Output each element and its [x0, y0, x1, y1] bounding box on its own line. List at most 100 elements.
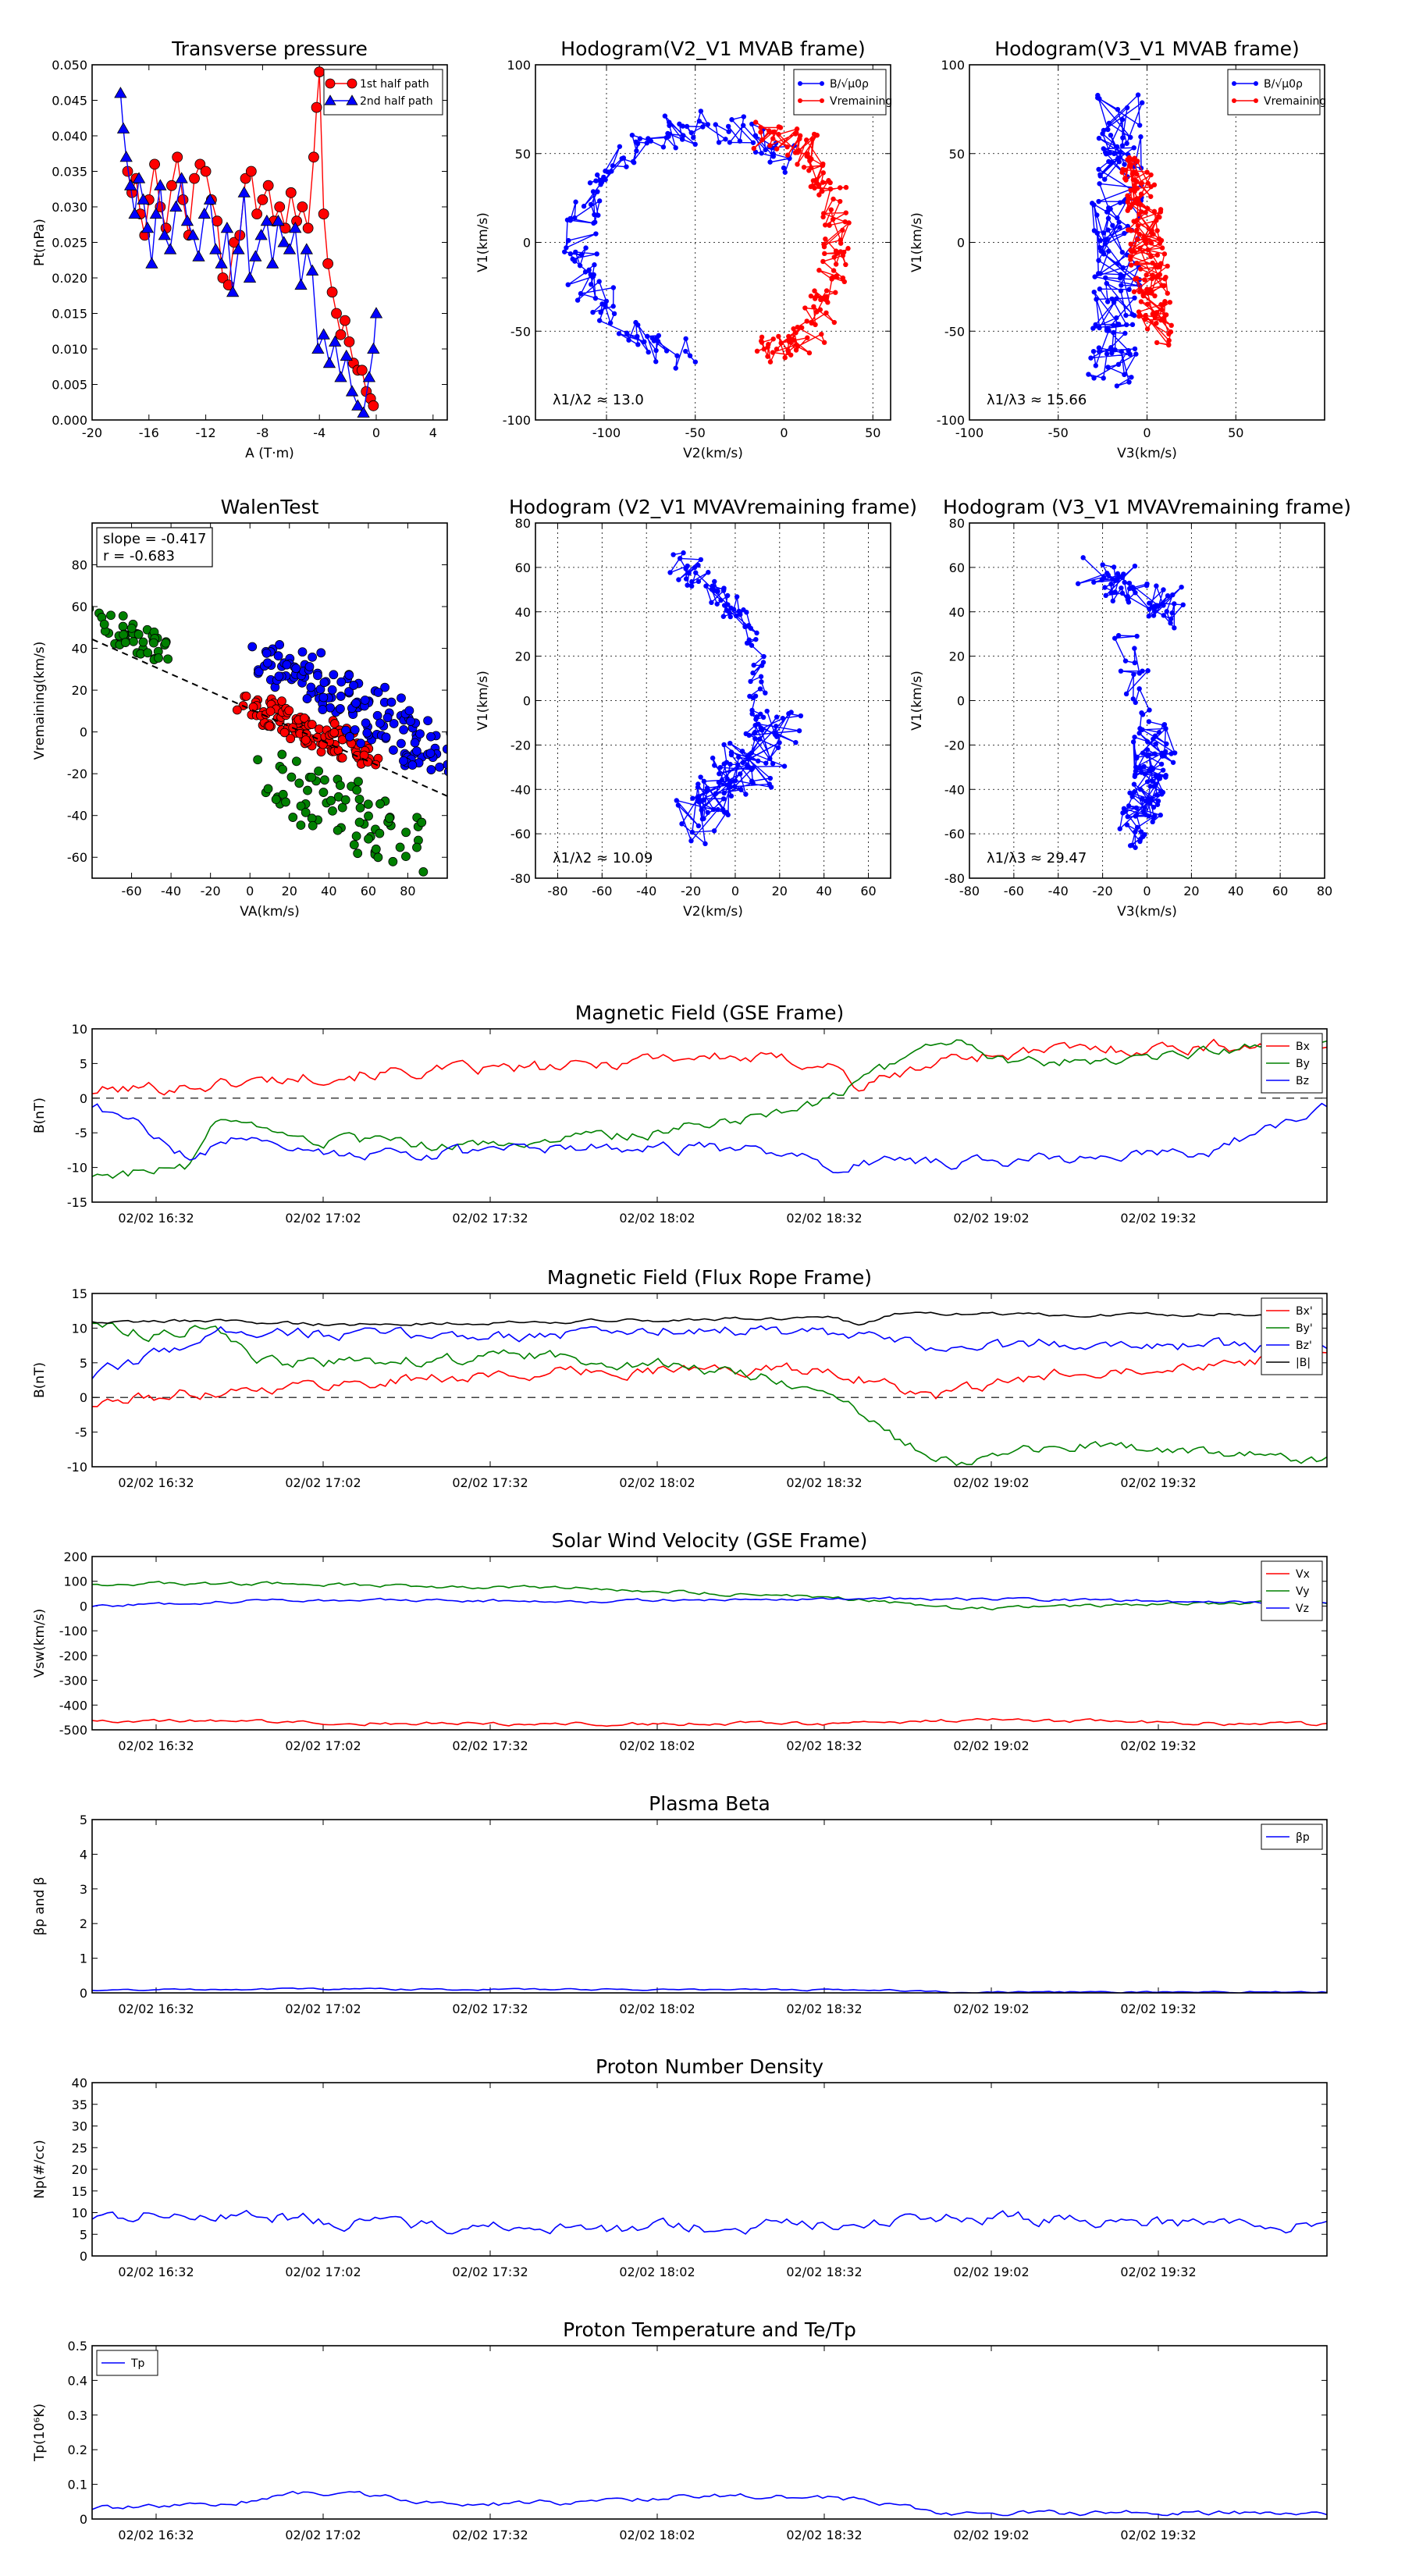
data-point — [737, 610, 743, 616]
data-point — [318, 208, 329, 220]
data-point — [662, 113, 668, 119]
data-point — [286, 734, 296, 744]
data-point — [1127, 254, 1133, 259]
data-point — [1128, 262, 1134, 268]
data-point — [780, 715, 786, 721]
x-tick-label: 02/02 19:32 — [1120, 1475, 1196, 1490]
y-tick-label: 0.4 — [68, 2373, 87, 2388]
data-point — [1134, 824, 1140, 831]
data-point — [675, 802, 681, 808]
data-point — [262, 658, 272, 668]
data-point — [443, 767, 447, 777]
data-point — [761, 653, 767, 660]
data-point — [1102, 241, 1108, 247]
x-tick-label: -4 — [313, 425, 325, 440]
y-tick-label: 20 — [515, 649, 531, 664]
data-point — [1115, 261, 1120, 266]
series-line — [92, 1102, 1327, 1174]
data-point — [1131, 789, 1137, 795]
data-point — [126, 623, 137, 633]
data-point — [1075, 581, 1081, 586]
data-point — [677, 121, 682, 127]
data-point — [679, 821, 685, 827]
data-point — [116, 122, 130, 133]
data-point — [572, 215, 578, 221]
data-point — [1102, 150, 1108, 155]
x-tick-label: 02/02 17:02 — [285, 1211, 361, 1226]
data-point — [695, 578, 702, 585]
y-tick-label: -60 — [944, 827, 965, 841]
data-point — [752, 722, 758, 728]
data-point — [842, 219, 848, 225]
legend-label: By — [1296, 1058, 1310, 1070]
data-point — [1133, 590, 1138, 596]
data-point — [360, 696, 370, 705]
data-point — [667, 123, 672, 129]
data-point — [1170, 760, 1176, 765]
data-point — [1110, 576, 1115, 582]
data-point — [291, 664, 301, 674]
data-point — [1106, 120, 1112, 126]
chart-title: Hodogram(V2_V1 MVAB frame) — [560, 37, 865, 60]
data-point — [1152, 315, 1158, 320]
data-point — [592, 295, 599, 301]
data-point — [827, 222, 832, 228]
data-point — [695, 823, 702, 829]
data-point — [715, 589, 720, 594]
data-point — [1115, 361, 1122, 368]
x-tick-label: 02/02 19:32 — [1120, 1211, 1196, 1226]
x-tick-label: 02/02 16:32 — [118, 1211, 194, 1226]
data-point — [1122, 330, 1128, 336]
data-point — [782, 169, 788, 175]
y-tick-label: 20 — [72, 683, 87, 698]
y-tick-label: 15 — [72, 1286, 87, 1301]
data-point — [336, 781, 345, 791]
data-point — [137, 193, 150, 205]
data-point — [677, 556, 683, 561]
data-point — [247, 642, 258, 652]
data-point — [1111, 329, 1116, 336]
data-point — [727, 761, 733, 767]
data-point — [749, 711, 755, 717]
chart-title: Transverse pressure — [171, 37, 368, 60]
data-point — [1115, 215, 1120, 221]
data-point — [187, 229, 200, 240]
data-point — [262, 180, 274, 191]
data-point — [745, 762, 750, 767]
data-point — [1122, 372, 1127, 378]
data-point — [325, 78, 336, 89]
data-point — [1122, 658, 1129, 664]
data-point — [336, 677, 347, 687]
data-point — [1138, 299, 1144, 304]
data-point — [399, 756, 408, 766]
y-tick-label: 30 — [72, 2119, 87, 2134]
y-tick-label: 60 — [949, 560, 965, 575]
data-point — [1142, 805, 1147, 811]
data-point — [1139, 100, 1145, 105]
y-axis-label: V1(km/s) — [909, 671, 925, 731]
data-point — [389, 745, 398, 755]
series-line — [92, 2209, 1327, 2235]
x-tick-label: 02/02 18:32 — [786, 2528, 862, 2542]
y-axis-label: Vsw(km/s) — [32, 1609, 48, 1678]
data-point — [610, 163, 616, 169]
y-tick-label: -20 — [67, 767, 87, 781]
data-point — [1086, 372, 1091, 377]
data-point — [743, 731, 749, 737]
y-tick-label: -40 — [67, 809, 87, 824]
data-point — [1160, 767, 1166, 773]
y-tick-label: 40 — [72, 2076, 87, 2090]
data-point — [799, 325, 805, 330]
data-point — [595, 172, 600, 178]
y-tick-label: 0.015 — [52, 307, 87, 322]
series-line — [92, 1596, 1327, 1607]
y-tick-label: 0.025 — [52, 236, 87, 251]
data-point — [645, 333, 650, 340]
data-point — [1124, 822, 1130, 827]
data-point — [1147, 784, 1153, 789]
data-point — [564, 217, 571, 222]
y-tick-label: 25 — [72, 2140, 87, 2155]
x-axis-label: A (T·m) — [245, 446, 294, 461]
data-point — [1121, 806, 1127, 812]
x-tick-label: 02/02 19:02 — [953, 2265, 1029, 2279]
